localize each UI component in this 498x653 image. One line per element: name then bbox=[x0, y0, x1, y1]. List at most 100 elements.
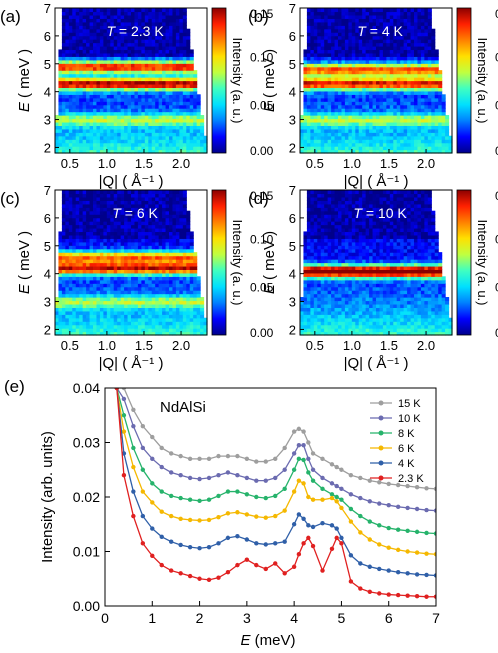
heatmap-cell bbox=[182, 293, 187, 298]
heatmap-cell bbox=[400, 21, 405, 26]
heatmap-cell bbox=[144, 73, 149, 78]
heatmap-cell bbox=[396, 128, 401, 133]
heatmap-cell bbox=[110, 142, 115, 147]
heatmap-cell bbox=[427, 73, 432, 78]
heatmap-cell bbox=[131, 118, 136, 123]
heatmap-cell bbox=[72, 90, 77, 95]
heatmap-cell bbox=[144, 97, 149, 102]
heatmap-cell bbox=[148, 28, 153, 33]
heatmap-cell bbox=[113, 21, 118, 26]
heatmap-cell bbox=[124, 128, 129, 133]
heatmap-cell bbox=[131, 314, 136, 319]
heatmap-cell bbox=[189, 283, 194, 288]
heatmap-cell bbox=[369, 21, 374, 26]
heatmap-cell bbox=[382, 146, 387, 151]
y-tick-label: 5 bbox=[44, 57, 51, 72]
heatmap-cell bbox=[310, 14, 315, 19]
heatmap-cell bbox=[169, 97, 174, 102]
heatmap-cell bbox=[99, 276, 104, 281]
heatmap-cell bbox=[327, 125, 332, 130]
heatmap-cell bbox=[303, 56, 308, 61]
heatmap-cell bbox=[386, 87, 391, 92]
heatmap-cell bbox=[65, 146, 70, 151]
heatmap-cell bbox=[169, 279, 174, 284]
heatmap-cell bbox=[427, 128, 432, 133]
heatmap-cell bbox=[324, 25, 329, 30]
heatmap-cell bbox=[72, 42, 77, 47]
heatmap-cell bbox=[193, 128, 198, 133]
heatmap-cell bbox=[86, 300, 91, 305]
heatmap-cell bbox=[99, 45, 104, 51]
heatmap-cell bbox=[124, 14, 129, 19]
heatmap-cell bbox=[179, 8, 184, 13]
heatmap-cell bbox=[320, 111, 325, 116]
heatmap-cell bbox=[96, 262, 101, 267]
heatmap-cell bbox=[134, 66, 139, 71]
heatmap-cell bbox=[79, 80, 84, 85]
heatmap-cell bbox=[162, 221, 167, 226]
heatmap-cell bbox=[186, 265, 191, 270]
heatmap-cell bbox=[382, 77, 387, 82]
heatmap-cell bbox=[334, 108, 339, 113]
heatmap-cell bbox=[158, 248, 163, 253]
heatmap-cell bbox=[189, 231, 194, 236]
heatmap-cell bbox=[61, 25, 66, 30]
heatmap-cell bbox=[106, 77, 111, 82]
heatmap-cell bbox=[186, 108, 191, 113]
heatmap-cell bbox=[93, 269, 98, 274]
heatmap-cell bbox=[403, 52, 408, 57]
heatmap-cell bbox=[351, 14, 356, 19]
heatmap-cell bbox=[182, 317, 187, 322]
heatmap-cell bbox=[175, 59, 180, 64]
heatmap-cell bbox=[162, 255, 167, 260]
heatmap-cell bbox=[141, 39, 146, 44]
heatmap-cell bbox=[113, 87, 118, 92]
heatmap-cell bbox=[79, 300, 84, 305]
heatmap-cell bbox=[382, 80, 387, 85]
heatmap-cell bbox=[144, 224, 149, 229]
heatmap-cell bbox=[369, 14, 374, 19]
heatmap-cell bbox=[117, 321, 122, 326]
heatmap-cell bbox=[96, 241, 101, 246]
heatmap-cell bbox=[431, 87, 436, 92]
heatmap-cell bbox=[75, 118, 80, 123]
heatmap-cell bbox=[351, 52, 356, 57]
heatmap-cell bbox=[193, 283, 198, 288]
heatmap-cell bbox=[82, 210, 87, 215]
heatmap-cell bbox=[55, 324, 60, 329]
heatmap-cell bbox=[162, 279, 167, 284]
heatmap-cell bbox=[396, 118, 401, 123]
heatmap-cell bbox=[169, 121, 174, 126]
heatmap-cell bbox=[124, 255, 129, 260]
heatmap-cell bbox=[324, 39, 329, 44]
heatmap-cell bbox=[158, 142, 163, 147]
heatmap-cell bbox=[120, 200, 125, 205]
heatmap-cell bbox=[320, 125, 325, 130]
heatmap-cell bbox=[169, 283, 174, 288]
heatmap-cell bbox=[175, 224, 180, 229]
heatmap-cell bbox=[131, 94, 136, 99]
heatmap-cell bbox=[158, 331, 163, 336]
heatmap-cell bbox=[131, 45, 136, 51]
heatmap-cell bbox=[165, 321, 170, 326]
heatmap-cell bbox=[389, 49, 394, 54]
heatmap-cell bbox=[434, 121, 439, 126]
heatmap-cell bbox=[182, 297, 187, 302]
heatmap-cell bbox=[72, 128, 77, 133]
heatmap-cell bbox=[186, 310, 191, 315]
heatmap-cell bbox=[369, 128, 374, 133]
heatmap-cell bbox=[417, 32, 422, 37]
heatmap-cell bbox=[131, 121, 136, 126]
heatmap-cell bbox=[369, 18, 374, 23]
heatmap-cell bbox=[61, 11, 66, 16]
heatmap-cell bbox=[372, 94, 377, 99]
heatmap-cell bbox=[106, 217, 111, 222]
heatmap-cell bbox=[124, 104, 129, 109]
heatmap-cell bbox=[144, 118, 149, 123]
heatmap-cell bbox=[365, 18, 370, 23]
heatmap-cell bbox=[407, 146, 412, 151]
heatmap-cell bbox=[172, 63, 177, 68]
heatmap-cell bbox=[96, 217, 101, 222]
heatmap-cell bbox=[137, 269, 142, 274]
heatmap-cell bbox=[99, 101, 104, 106]
